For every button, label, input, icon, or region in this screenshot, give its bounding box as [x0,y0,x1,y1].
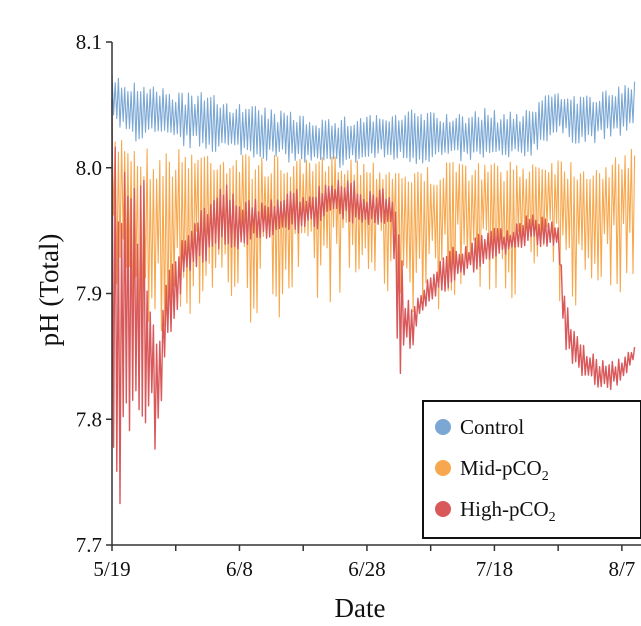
x-tick-label: 8/7 [608,557,635,581]
x-tick-label: 6/28 [348,557,385,581]
x-tick-label: 7/18 [476,557,513,581]
x-ticks: 5/19 6/8 6/28 7/18 8/7 [93,545,635,581]
series-high [111,99,636,505]
legend-marker-high [435,501,451,517]
series-line-high [111,99,636,505]
x-tick-label: 5/19 [93,557,130,581]
y-tick-label: 8.1 [76,30,102,54]
legend-box [422,400,641,539]
legend-items: Control Mid-pCO2 High-pCO2 [435,415,556,525]
y-ticks: 7.7 7.8 7.9 8.0 8.1 [76,30,112,557]
legend-label-high: High-pCO2 [460,497,556,525]
legend-subscript: 2 [549,510,556,525]
legend-subscript: 2 [542,469,549,484]
legend: Control Mid-pCO2 High-pCO2 [422,400,641,539]
legend-label-mid: Mid-pCO2 [460,456,549,484]
y-tick-label: 7.8 [76,407,102,431]
series-layer [111,73,636,505]
legend-label-control: Control [460,415,524,439]
legend-marker-mid [435,460,451,476]
series-control [111,73,636,169]
y-tick-label: 7.9 [76,282,102,306]
y-tick-label: 8.0 [76,156,102,180]
legend-marker-control [435,419,451,435]
y-axis-title: pH (Total) [34,234,64,347]
x-axis-title: Date [335,593,386,623]
y-tick-label: 7.7 [76,533,102,557]
x-tick-label: 6/8 [226,557,253,581]
series-line-control [111,73,636,169]
